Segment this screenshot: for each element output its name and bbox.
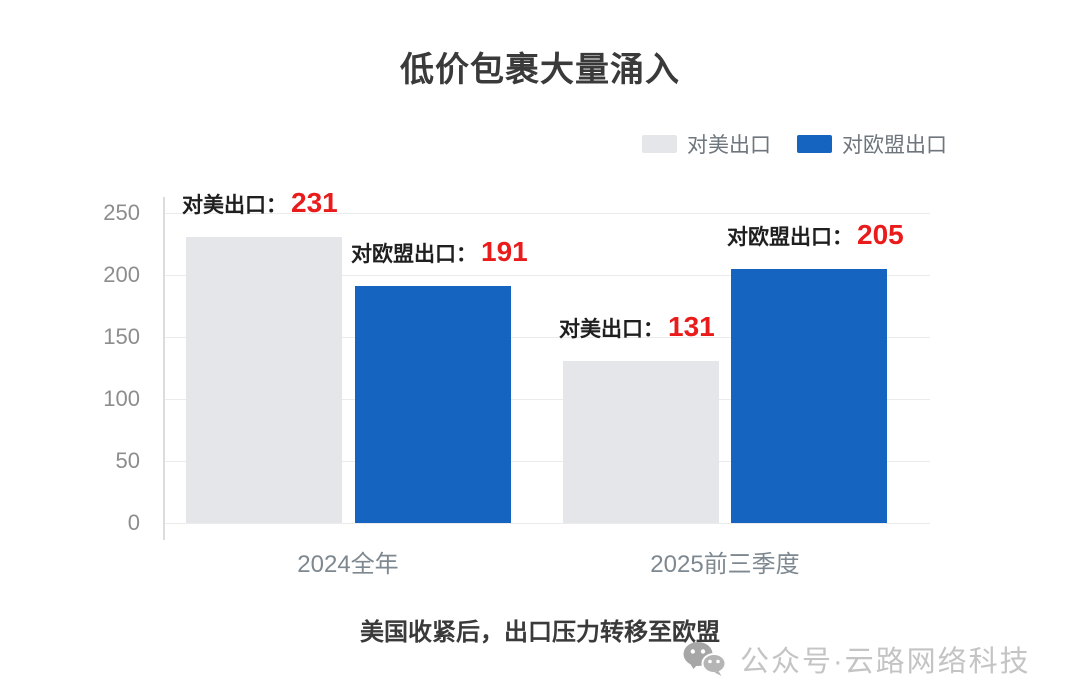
bar-value-label-2: 对美出口： 131 [559,310,715,342]
bar-value-label-3: 对欧盟出口： 205 [727,218,904,250]
gridline-200 [165,275,930,276]
bar-label-prefix: 对美出口： [182,193,287,217]
legend-item-us: 对美出口 [642,129,771,159]
watermark: 公众号·云路网络科技 [682,638,1031,680]
bar-label-value: 191 [481,236,528,268]
gridline-250 [165,213,930,214]
y-tick-label-0: 0 [127,510,140,535]
chart-title: 低价包裹大量涌入 [400,51,680,89]
x-category-label-2025: 2025前三季度 [650,551,800,578]
gridline-0 [165,523,930,524]
legend-swatch-us [642,135,677,153]
y-tick-label-50: 50 [115,448,140,473]
y-tick-label-150: 150 [103,324,140,349]
bar-us-2024 [186,236,342,523]
chart-caption: 美国收紧后，出口压力转移至欧盟 [360,619,720,646]
gridline-150 [165,337,930,338]
bar-label-prefix: 对美出口： [559,317,664,341]
legend-item-eu: 对欧盟出口 [797,129,947,159]
bar-us-2025 [563,360,719,523]
wechat-icon [682,640,728,678]
legend-label-us: 对美出口 [687,134,771,157]
gridline-50 [165,461,930,462]
y-axis-line [163,197,165,540]
bar-label-value: 231 [291,186,338,218]
legend: 对美出口 对欧盟出口 [642,129,947,159]
y-tick-label-200: 200 [103,262,140,287]
bar-value-label-1: 对欧盟出口： 191 [351,237,528,267]
y-tick-label-250: 250 [103,200,140,225]
watermark-text: 公众号·云路网络科技 [740,646,1031,678]
y-tick-label-100: 100 [103,386,140,411]
bar-value-label-0: 对美出口： 231 [182,186,338,218]
bar-label-prefix: 对欧盟出口： [351,243,477,267]
bar-eu-2024 [355,286,511,523]
x-category-label-2024: 2024全年 [297,551,399,578]
bar-eu-2025 [731,268,887,523]
legend-label-eu: 对欧盟出口 [842,134,947,157]
bar-label-value: 131 [668,310,715,342]
legend-swatch-eu [797,135,832,153]
gridline-100 [165,399,930,400]
bar-label-value: 205 [857,218,904,250]
bar-label-prefix: 对欧盟出口： [727,225,853,249]
